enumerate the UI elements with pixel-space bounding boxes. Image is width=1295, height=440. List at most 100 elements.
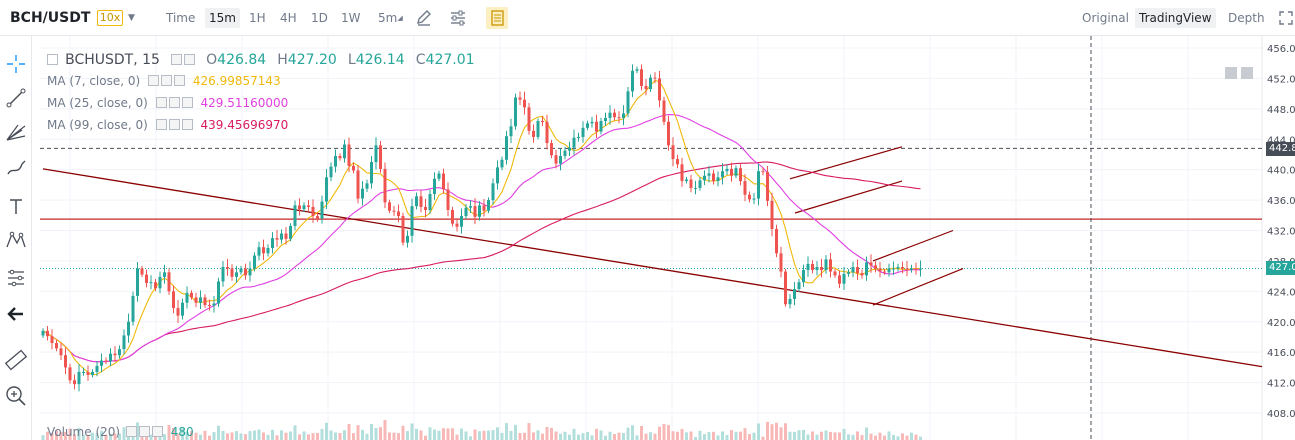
volume-bar <box>779 427 783 440</box>
volume-label: Volume (20) <box>47 425 121 439</box>
trend-line-icon[interactable] <box>4 86 28 110</box>
volume-bar <box>703 434 706 440</box>
candle-body <box>730 168 733 176</box>
ma25-value: 429.51160000 <box>200 96 289 110</box>
volume-bar <box>374 427 378 440</box>
view-depth[interactable]: Depth <box>1228 11 1265 25</box>
candle-body <box>437 173 441 179</box>
volume-bar <box>284 432 288 440</box>
volume-bar <box>500 432 504 440</box>
close-icon[interactable] <box>181 97 193 108</box>
interval-time[interactable]: Time <box>166 11 196 25</box>
candle-body <box>784 271 787 305</box>
leverage-badge[interactable]: 10x <box>97 10 123 26</box>
scroll-up-icon[interactable] <box>1225 67 1237 79</box>
gear-icon[interactable] <box>161 75 173 86</box>
candle-body <box>68 367 72 381</box>
indicator-settings-icon[interactable] <box>449 9 467 27</box>
interval-15m[interactable]: 15m <box>205 8 240 28</box>
volume-bar <box>298 434 301 440</box>
eye-icon[interactable] <box>148 75 160 86</box>
drawing-toolbar <box>0 36 32 440</box>
candle-body <box>770 200 774 229</box>
candle-body <box>775 228 778 254</box>
candle-body <box>59 348 63 356</box>
volume-bar <box>550 427 553 440</box>
fullscreen-icon[interactable] <box>1278 10 1294 26</box>
volume-bar <box>739 431 742 440</box>
candle-body <box>496 167 499 184</box>
ma99-line <box>42 161 921 363</box>
crosshair-icon[interactable] <box>4 52 28 76</box>
volume-bar <box>734 431 738 440</box>
interval-1d[interactable]: 1D <box>311 11 328 25</box>
interval-1w[interactable]: 1W <box>341 11 361 25</box>
volume-bar <box>55 430 58 440</box>
scroll-down-icon[interactable] <box>1241 67 1253 79</box>
eye-icon[interactable] <box>125 426 137 437</box>
candle-body <box>743 181 747 195</box>
volume-bar <box>707 432 711 440</box>
volume-bar <box>698 430 702 440</box>
volume-bar <box>878 432 882 440</box>
interval-1h[interactable]: 1H <box>249 11 266 25</box>
collapse-icon[interactable] <box>47 54 58 65</box>
eye-icon[interactable] <box>155 97 167 108</box>
pattern-icon[interactable] <box>4 228 28 252</box>
candle-body <box>613 112 616 118</box>
candle-body <box>910 268 913 270</box>
chevron-down-icon[interactable]: ▼ <box>128 13 135 23</box>
zoom-in-icon[interactable] <box>4 384 28 408</box>
notes-icon[interactable] <box>486 7 508 29</box>
volume-bar <box>266 434 270 440</box>
candle-body <box>424 206 427 210</box>
volume-bar <box>167 425 171 440</box>
view-tradingview[interactable]: TradingView <box>1135 8 1216 28</box>
candle-body <box>307 205 310 207</box>
volume-bar <box>631 425 634 440</box>
open-value: 426.84 <box>217 52 267 68</box>
volume-bar <box>383 419 387 440</box>
candle-body <box>185 292 189 303</box>
brush-icon[interactable] <box>4 156 28 180</box>
arrow-left-icon[interactable] <box>4 302 28 326</box>
candle-body <box>86 371 90 375</box>
close-icon[interactable] <box>174 75 186 86</box>
pencil-icon[interactable] <box>415 9 433 27</box>
eye-icon[interactable] <box>171 54 183 65</box>
gear-icon[interactable] <box>138 426 150 437</box>
candle-body <box>491 183 495 201</box>
candle-body <box>748 194 751 200</box>
text-tool-icon[interactable] <box>4 194 28 218</box>
gear-icon[interactable] <box>168 97 180 108</box>
interval-4h[interactable]: 4H <box>280 11 297 25</box>
gear-icon[interactable] <box>168 119 180 130</box>
volume-bar <box>109 433 112 440</box>
close-icon[interactable] <box>181 119 193 130</box>
interval-5m[interactable]: 5m◢ <box>374 8 407 28</box>
symbol-title[interactable]: BCH/USDT <box>10 10 91 26</box>
volume-bar <box>347 424 351 440</box>
close-icon[interactable] <box>151 426 163 437</box>
gear-icon[interactable] <box>184 54 196 65</box>
candle-body <box>379 145 382 169</box>
candle-body <box>914 268 918 270</box>
candle-body <box>442 173 445 190</box>
candle-body <box>599 121 603 132</box>
candle-body <box>388 202 391 211</box>
volume-bar <box>41 435 45 440</box>
candle-body <box>370 162 373 184</box>
open-label: O <box>206 52 218 68</box>
ma25-line <box>42 114 921 363</box>
ruler-icon[interactable] <box>4 348 28 372</box>
candle-body <box>604 117 607 121</box>
eye-icon[interactable] <box>155 119 167 130</box>
candle-body <box>172 291 175 309</box>
fib-fan-icon[interactable] <box>4 120 28 144</box>
volume-bar <box>563 431 567 440</box>
candle-body <box>73 380 76 385</box>
long-position-icon[interactable] <box>4 266 28 290</box>
view-original[interactable]: Original <box>1082 11 1129 25</box>
candle-body <box>545 121 549 144</box>
